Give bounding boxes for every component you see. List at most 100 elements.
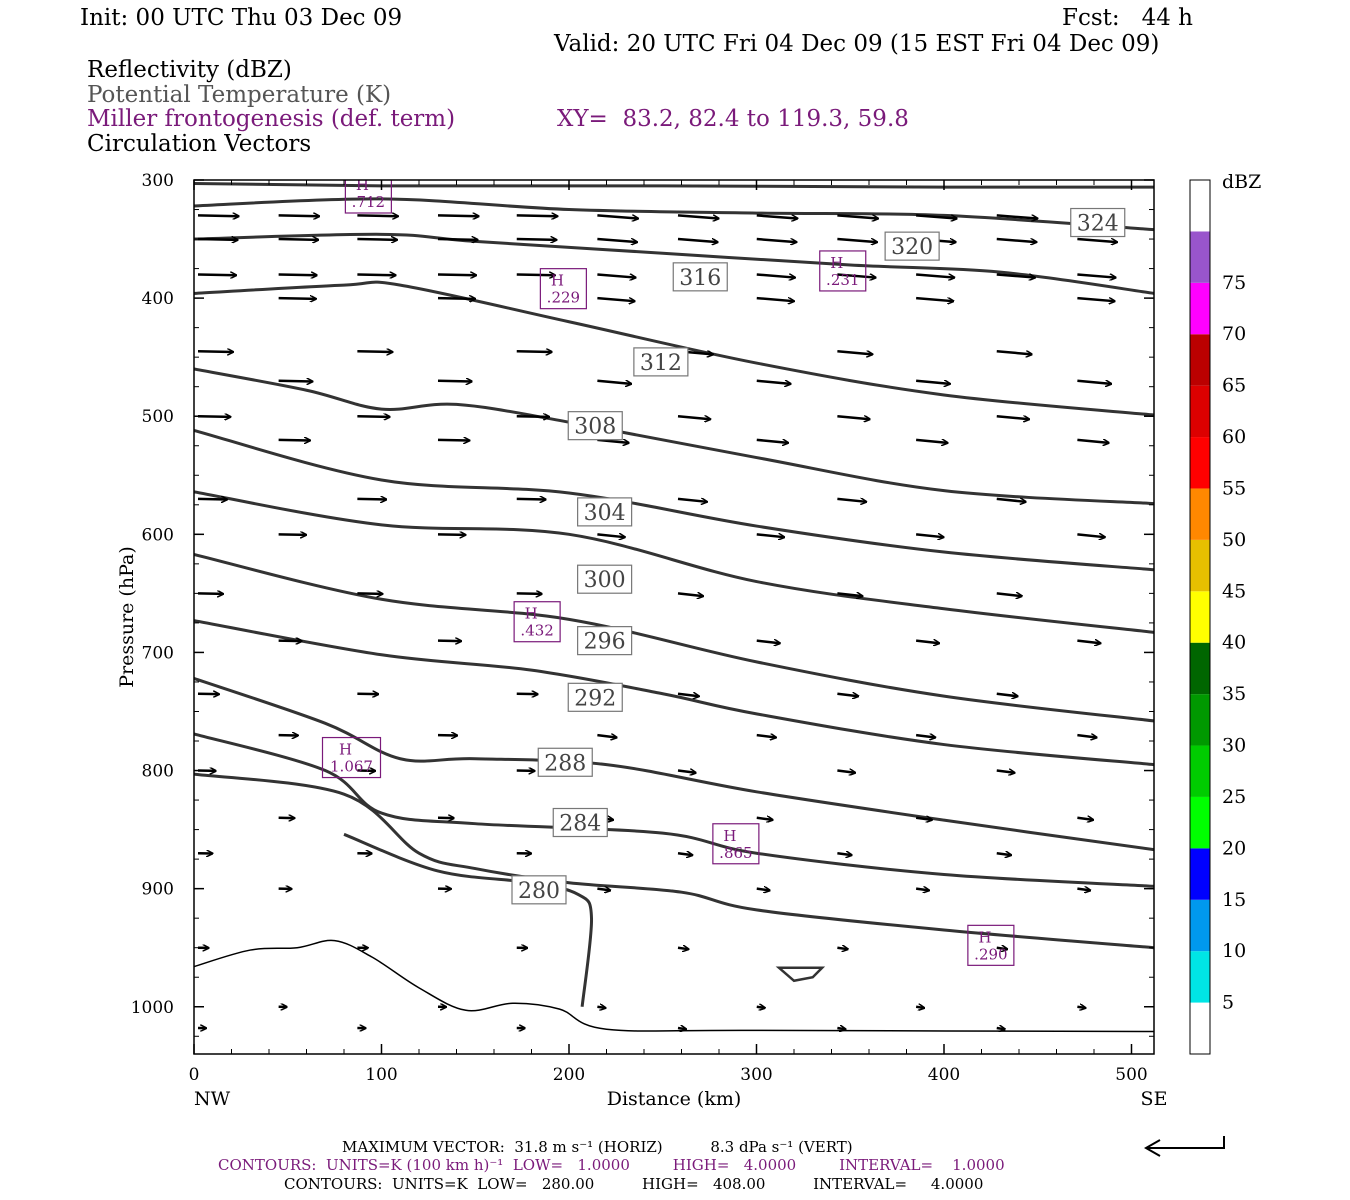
circulation-vector — [677, 948, 688, 949]
circulation-vector — [197, 351, 233, 352]
circulation-vector — [756, 1007, 765, 1008]
circulation-vector — [916, 438, 947, 443]
circulation-vector — [437, 274, 476, 275]
circulation-vector — [996, 593, 1022, 596]
circulation-vector — [996, 350, 1032, 354]
circulation-vector — [357, 239, 397, 240]
plot-frame — [193, 179, 1155, 1055]
y-tick-label: 900 — [142, 880, 174, 900]
circulation-vector — [1077, 533, 1104, 537]
circulation-vector — [597, 296, 634, 301]
circulation-vector — [437, 215, 479, 216]
circulation-vector — [916, 273, 954, 277]
circulation-vector — [437, 440, 469, 441]
circulation-vector — [278, 215, 320, 216]
frontogenesis-max-box — [321, 736, 382, 779]
circulation-vector — [916, 214, 957, 218]
plot-area: 324320316312308304300296292288284280H.71… — [194, 180, 1154, 1033]
circulation-vector — [597, 273, 635, 277]
colorbar-level-label: 65 — [1222, 375, 1246, 397]
field-frontogenesis: Miller frontogenesis (def. term) — [87, 106, 456, 132]
colorbar-level-label: 55 — [1222, 477, 1246, 499]
theta-contour — [194, 772, 1154, 950]
circulation-vector — [756, 735, 776, 737]
contour-label-box — [567, 411, 623, 441]
contour-label: 296 — [584, 630, 626, 655]
circulation-vector — [915, 533, 943, 537]
circulation-vector — [837, 214, 878, 218]
circulation-vector — [278, 274, 317, 275]
colorbar-swatch — [1190, 180, 1210, 232]
circulation-vector — [437, 298, 475, 299]
circulation-vector — [996, 694, 1018, 696]
circulation-vector — [837, 853, 851, 855]
circulation-vector — [996, 237, 1037, 242]
x-tick-label: 300 — [740, 1065, 772, 1085]
contour-label: 316 — [679, 266, 721, 291]
colorbar-swatch — [1190, 951, 1210, 1003]
cross-section-endpoints: XY= 83.2, 82.4 to 119.3, 59.8 — [557, 106, 909, 132]
circulation-vector — [837, 350, 872, 354]
circulation-vector — [996, 771, 1015, 773]
colorbar-swatch — [1190, 488, 1210, 540]
circulation-vector — [278, 534, 306, 535]
x-end-label-left: NW — [194, 1088, 231, 1110]
contour-label-box — [633, 347, 689, 377]
theta-contour — [194, 552, 1154, 723]
colorbar-level-label: 35 — [1222, 683, 1246, 705]
circulation-vector — [915, 818, 932, 820]
colorbar-frame — [1189, 179, 1211, 1055]
circulation-vector — [278, 381, 313, 382]
colorbar-level-label: 5 — [1222, 992, 1234, 1014]
theta-contour — [194, 428, 1154, 572]
valid-time: Valid: 20 UTC Fri 04 Dec 09 (15 EST Fri … — [554, 31, 1160, 57]
y-tick-label: 600 — [142, 525, 174, 545]
circulation-vector — [677, 214, 719, 218]
circulation-vector — [278, 298, 316, 299]
field-reflectivity: Reflectivity (dBZ) — [87, 57, 292, 83]
circulation-vector — [516, 499, 546, 500]
contour-label: 292 — [574, 686, 616, 711]
frontogenesis-max-box — [513, 601, 561, 643]
x-end-label-right: SE — [1141, 1088, 1168, 1110]
surface-line — [194, 939, 1154, 1033]
circulation-vector — [597, 379, 631, 384]
circulation-vector — [677, 1028, 686, 1029]
circulation-vector — [756, 214, 798, 218]
colorbar-swatch — [1190, 591, 1210, 643]
circulation-vector — [915, 1007, 924, 1008]
closed-contour — [775, 966, 826, 983]
contour-label-box — [577, 564, 633, 594]
frontogenesis-max-value: .229 — [547, 289, 580, 307]
colorbar-level-label: 50 — [1222, 529, 1246, 551]
colorbar-level-label: 70 — [1222, 323, 1246, 345]
colorbar-level-label: 45 — [1222, 580, 1246, 602]
circulation-vector — [677, 593, 703, 596]
frontogenesis-max-value: .865 — [719, 844, 752, 862]
x-tick-label: 500 — [1115, 1065, 1147, 1085]
field-circulation-vectors: Circulation Vectors — [87, 131, 312, 157]
circulation-vector — [996, 214, 1038, 218]
init-time: Init: 00 UTC Thu 03 Dec 09 — [80, 5, 403, 31]
y-tick-label: 300 — [142, 171, 174, 191]
colorbar-level-label: 20 — [1222, 837, 1246, 859]
frontogenesis-max-value: 1.067 — [330, 758, 373, 776]
contour-label-box — [511, 875, 567, 905]
colorbar-level-label: 25 — [1222, 786, 1246, 808]
circulation-vector — [756, 273, 795, 277]
theta-contour — [194, 367, 1154, 506]
circulation-vector — [756, 237, 797, 242]
circulation-vector — [837, 593, 862, 596]
x-tick-label: 200 — [553, 1065, 585, 1085]
circulation-vector — [915, 735, 935, 737]
circulation-vector — [996, 414, 1029, 419]
circulation-vector — [278, 239, 319, 240]
circulation-vector — [1077, 641, 1100, 644]
circulation-vector — [837, 273, 875, 277]
circulation-vector — [677, 771, 696, 773]
circulation-vector — [197, 215, 239, 216]
colorbar-level-label: 30 — [1222, 735, 1246, 757]
circulation-vector — [677, 853, 692, 855]
colorbar-swatch — [1190, 899, 1210, 952]
